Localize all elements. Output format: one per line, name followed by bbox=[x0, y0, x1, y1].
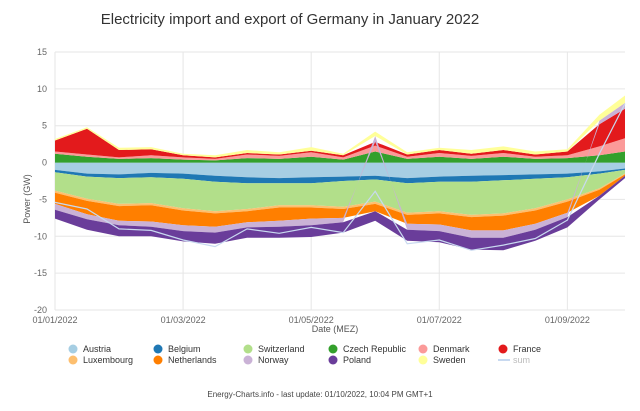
legend-swatch bbox=[498, 344, 508, 354]
x-tick-label: 01/07/2022 bbox=[417, 315, 462, 325]
legend-swatch bbox=[68, 344, 78, 354]
legend-label: Switzerland bbox=[258, 344, 305, 354]
y-axis-label: Power (GW) bbox=[22, 174, 32, 224]
legend-label: France bbox=[513, 344, 541, 354]
x-axis-label: Date (MEZ) bbox=[312, 324, 359, 334]
y-axis-ticks: 15 10 5 0 -5 -10 -15 -20 bbox=[34, 47, 47, 315]
legend-swatch bbox=[243, 344, 253, 354]
legend-item-poland[interactable]: Poland bbox=[328, 355, 372, 365]
series-area-belgium bbox=[55, 168, 625, 184]
legend-item-denmark[interactable]: Denmark bbox=[418, 344, 471, 354]
legend-label: Denmark bbox=[433, 344, 470, 354]
series-line-sum bbox=[54, 103, 626, 251]
legend-item-sweden[interactable]: Sweden bbox=[418, 355, 466, 365]
legend-swatch bbox=[328, 344, 338, 354]
legend-swatch bbox=[68, 355, 78, 365]
legend-label: Luxembourg bbox=[83, 355, 133, 365]
legend-swatch bbox=[418, 344, 428, 354]
series-area-denmark bbox=[55, 138, 625, 161]
x-tick-label: 01/09/2022 bbox=[545, 315, 590, 325]
legend-label: Poland bbox=[343, 355, 371, 365]
legend-label: sum bbox=[513, 355, 530, 365]
x-tick-label: 01/03/2022 bbox=[161, 315, 206, 325]
y-tick-label: 5 bbox=[42, 121, 47, 131]
y-tick-label: 10 bbox=[37, 84, 47, 94]
legend-item-norway[interactable]: Norway bbox=[243, 355, 290, 365]
y-tick-label: -15 bbox=[34, 268, 47, 278]
y-tick-label: -5 bbox=[39, 194, 47, 204]
series-area-switzerland bbox=[55, 169, 625, 215]
legend-label: Sweden bbox=[433, 355, 466, 365]
legend-item-czech-republic[interactable]: Czech Republic bbox=[328, 344, 407, 354]
series-area-france bbox=[55, 108, 625, 159]
legend-item-sum[interactable]: sum bbox=[498, 355, 530, 365]
series-area-austria bbox=[55, 162, 625, 179]
legend: Austria Belgium Switzerland Czech Republic D… bbox=[68, 344, 542, 365]
legend-item-france[interactable]: France bbox=[498, 344, 542, 354]
legend-label: Austria bbox=[83, 344, 111, 354]
legend-swatch bbox=[418, 355, 428, 365]
legend-item-luxembourg[interactable]: Luxembourg bbox=[68, 355, 134, 365]
y-tick-label: -20 bbox=[34, 305, 47, 315]
credit-text: Energy-Charts.info - last update: 01/10/… bbox=[207, 390, 433, 399]
legend-label: Norway bbox=[258, 355, 289, 365]
legend-item-switzerland[interactable]: Switzerland bbox=[243, 344, 305, 354]
series-area-czech-republic bbox=[55, 151, 625, 163]
legend-swatch bbox=[328, 355, 338, 365]
legend-label: Belgium bbox=[168, 344, 201, 354]
series-area-luxembourg bbox=[55, 173, 625, 218]
legend-swatch bbox=[243, 355, 253, 365]
y-tick-label: -10 bbox=[34, 231, 47, 241]
x-tick-label: 01/01/2022 bbox=[32, 315, 77, 325]
legend-label: Czech Republic bbox=[343, 344, 407, 354]
series-area-netherlands bbox=[55, 174, 625, 231]
legend-item-belgium[interactable]: Belgium bbox=[153, 344, 201, 354]
legend-item-netherlands[interactable]: Netherlands bbox=[153, 355, 218, 365]
legend-swatch bbox=[153, 344, 163, 354]
area-layer bbox=[54, 95, 626, 251]
x-tick-label: 01/05/2022 bbox=[289, 315, 334, 325]
legend-label: Netherlands bbox=[168, 355, 217, 365]
y-tick-label: 0 bbox=[42, 158, 47, 168]
legend-swatch bbox=[153, 355, 163, 365]
legend-item-austria[interactable]: Austria bbox=[68, 344, 112, 354]
y-tick-label: 15 bbox=[37, 47, 47, 57]
series-area-sweden bbox=[55, 95, 625, 158]
chart-title: Electricity import and export of Germany… bbox=[101, 11, 480, 28]
x-axis-ticks: 01/01/2022 01/03/2022 01/05/2022 01/07/2022… bbox=[32, 315, 589, 325]
